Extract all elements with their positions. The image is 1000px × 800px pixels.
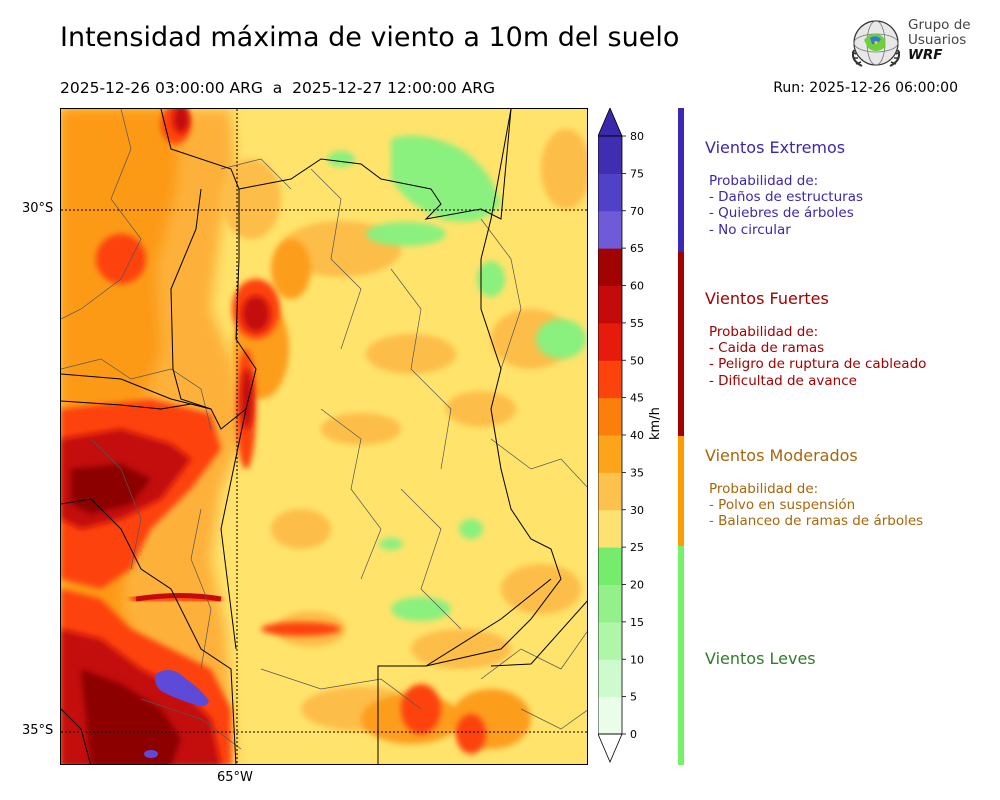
wind-field [61,109,587,764]
wrf-logo: Grupo de Usuarios WRF [848,16,972,72]
logo-line-1: Grupo de [908,17,971,33]
colorbar-scale: 0 5 10 15 20 25 30 35 40 45 50 55 60 65 70 75 80 [597,106,644,764]
colorbar-segment [598,322,622,361]
colorbar-tick-label: 40 [630,429,644,442]
colorbar-segment [598,173,622,212]
colorbar-tick-label: 0 [630,728,637,741]
colorbar-tick-label: 5 [630,691,637,704]
category-bar-leves [678,546,684,765]
category-title: Vientos Extremos [705,138,846,157]
run-time: Run: 2025-12-26 06:00:00 [773,80,958,96]
category-description: Probabilidad de: - Daños de estructuras … [705,173,863,238]
desc-line: - Balanceo de ramas de árboles [709,513,924,530]
colorbar-tick-label: 10 [630,653,644,666]
colorbar-segment [598,696,622,735]
category-moderados: Vientos Moderados Probabilidad de: - Pol… [705,446,923,530]
lat-label-35s: 35°S [22,723,54,738]
desc-line: - No circular [709,221,791,238]
colorbar-segment [598,285,622,324]
forecast-period: 2025-12-26 03:00:00 ARG a 2025-12-27 12:… [60,79,496,97]
desc-line: - Dificultad de avance [709,372,857,389]
colorbar-segment [598,360,622,399]
category-leves: Vientos Leves [705,649,816,684]
colorbar-segment [598,435,622,473]
category-description: Probabilidad de: - Caida de ramas - Peli… [705,324,926,389]
desc-line: - Daños de estructuras [709,189,864,206]
colorbar-tick-label: 60 [630,280,644,293]
colorbar-segment [598,584,622,623]
colorbar-segment [598,659,622,698]
desc-line: - Peligro de ruptura de cableado [709,356,927,373]
category-fuertes: Vientos Fuertes Probabilidad de: - Caida… [705,289,926,389]
category-bar-extremos [678,108,684,252]
category-title: Vientos Moderados [705,446,858,465]
lon-label-65w: 65°W [217,770,253,785]
category-description: Probabilidad de: - Polvo en suspensión -… [705,481,923,530]
colorbar-unit: km/h [648,407,663,440]
category-bar-fuertes [678,252,684,436]
colorbar-tick-label: 15 [630,616,644,629]
desc-line: - Polvo en suspensión [709,497,856,514]
colorbar: 0 5 10 15 20 25 30 35 40 45 50 55 60 65 70 75 80 [597,106,668,768]
colorbar-segment [598,397,622,436]
colorbar-tick-label: 55 [630,317,644,330]
colorbar-tick-label: 35 [630,466,644,479]
wind-map [60,108,588,765]
colorbar-tick-label: 70 [630,205,644,218]
desc-line: - Quiebres de árboles [709,205,854,222]
colorbar-segment [598,472,622,511]
colorbar-tick-label: 75 [630,167,644,180]
logo-line-2: Usuarios [908,32,967,48]
globe-icon [851,20,901,67]
category-title: Vientos Fuertes [705,289,829,308]
desc-line: - Caida de ramas [709,340,825,357]
logo-line-3: WRF [908,47,943,63]
colorbar-segment [598,509,622,548]
colorbar-min-arrow [597,733,623,764]
colorbar-tick-label: 50 [630,354,644,367]
colorbar-tick-label: 45 [630,392,644,405]
colorbar-segment [598,248,622,286]
category-title: Vientos Leves [705,649,816,668]
colorbar-segment [598,621,622,660]
desc-line: Probabilidad de: [709,324,819,340]
category-extremos: Vientos Extremos Probabilidad de: - Daño… [705,138,863,238]
desc-line: Probabilidad de: [709,481,819,497]
colorbar-segment [598,136,622,174]
colorbar-tick-label: 20 [630,579,644,592]
colorbar-tick-label: 65 [630,242,644,255]
colorbar-tick-label: 80 [630,130,644,143]
colorbar-tick-label: 25 [630,541,644,554]
colorbar-tick-label: 30 [630,504,644,517]
colorbar-max-arrow [597,106,623,137]
desc-line: Probabilidad de: [709,173,819,189]
chart-title: Intensidad máxima de viento a 10m del su… [60,22,680,53]
lat-label-30s: 30°S [22,201,54,216]
colorbar-segment [598,210,622,249]
colorbar-segment [598,547,622,585]
category-bar-moderados [678,436,684,546]
